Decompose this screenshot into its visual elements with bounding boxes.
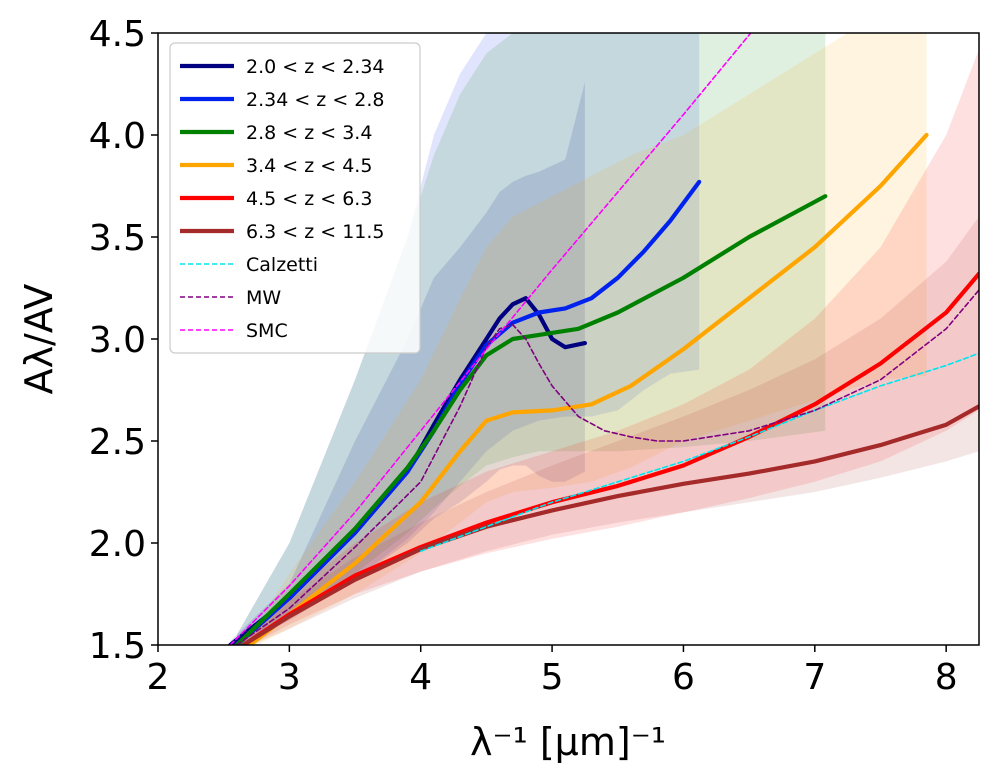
x-tick-label: 6: [672, 657, 695, 698]
x-tick-label: 8: [935, 657, 958, 698]
band-2-0-z-2-34: [230, 82, 585, 645]
line-calzetti: [419, 352, 979, 553]
legend-label-calzetti: Calzetti: [246, 254, 318, 276]
line-3-4-z-4-5: [247, 132, 929, 645]
y-tick-label: 3.5: [89, 218, 146, 259]
band-4-5-z-6-3: [243, 49, 979, 645]
legend-label-6-3-z-11-5: 6.3 < z < 11.5: [246, 221, 385, 243]
legend-box: [169, 42, 421, 354]
series-lines: [228, 33, 979, 645]
line-smc: [229, 33, 752, 645]
y-axis-label: Aλ/AV: [17, 284, 61, 395]
legend-label-2-0-z-2-34: 2.0 < z < 2.34: [246, 56, 385, 78]
band-6-3-z-11-5: [243, 216, 979, 645]
legend-label-2-34-z-2-8: 2.34 < z < 2.8: [246, 89, 385, 111]
x-tick-label: 4: [409, 657, 432, 698]
x-tick-label: 7: [803, 657, 826, 698]
y-tick-label: 4.5: [89, 14, 146, 55]
legend-label-4-5-z-6-3: 4.5 < z < 6.3: [246, 188, 372, 210]
x-tick-label: 2: [147, 657, 170, 698]
y-tick-label: 2.0: [89, 524, 146, 565]
x-axis: 2 3 4 5 6 7 8: [147, 645, 958, 698]
legend: 2.0 < z < 2.34 2.34 < z < 2.8 2.8 < z < 3.…: [169, 42, 421, 354]
x-tick-label: 3: [278, 657, 301, 698]
line-4-5-z-6-3: [241, 271, 979, 645]
y-tick-label: 4.0: [89, 116, 146, 157]
line-mw: [236, 289, 979, 645]
band-3-4-z-4-5: [250, 33, 927, 645]
y-axis: 1.5 2.0 2.5 3.0 3.5 4.0 4.5: [89, 14, 158, 667]
line-2-8-z-3-4: [234, 194, 828, 645]
y-tick-label: 2.5: [89, 422, 146, 463]
legend-label-2-8-z-3-4: 2.8 < z < 3.4: [246, 122, 372, 144]
y-tick-label: 3.0: [89, 320, 146, 361]
band-2-34-z-2-8: [236, 33, 700, 645]
y-tick-label: 1.5: [89, 626, 146, 667]
legend-label-smc: SMC: [246, 320, 288, 342]
legend-label-3-4-z-4-5: 3.4 < z < 4.5: [246, 155, 372, 177]
line-6-3-z-11-5: [241, 404, 979, 645]
legend-label-mw: MW: [246, 287, 281, 309]
x-tick-label: 5: [541, 657, 564, 698]
line-2-34-z-2-8: [234, 179, 702, 645]
x-axis-label: λ⁻¹ [μm]⁻¹: [470, 720, 666, 764]
